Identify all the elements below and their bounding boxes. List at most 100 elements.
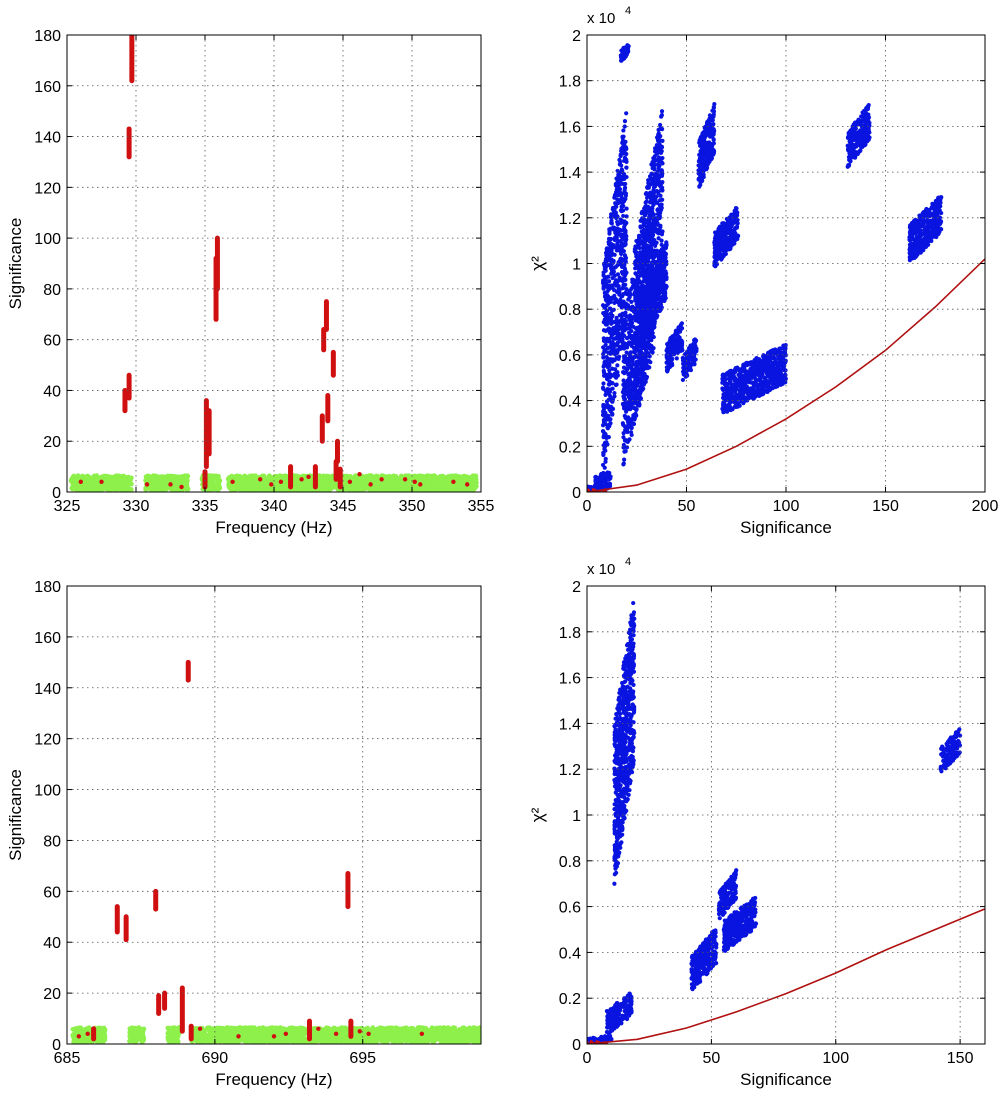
chi2-point: [608, 306, 613, 311]
chi2-point: [627, 325, 633, 330]
chi2-point: [650, 159, 655, 165]
chi2-point: [610, 313, 615, 318]
chi2-point: [609, 252, 614, 258]
chi2-point: [649, 181, 654, 186]
y-tick-label: 40: [43, 383, 61, 400]
chi2-point: [607, 345, 612, 350]
chi2-point: [638, 292, 643, 298]
panel-frequency-significance-top: 325 330 335 340 345 350 3550204060801001201401…: [6, 28, 494, 537]
chi2-point: [641, 220, 646, 226]
chi2-point: [621, 276, 626, 281]
y-tick-label: 80: [43, 282, 61, 299]
chi2-point: [659, 114, 664, 119]
chi2-point: [640, 233, 645, 239]
chi2-point: [615, 219, 620, 225]
chi2-point: [603, 281, 608, 286]
chi2-point: [610, 411, 615, 416]
candidate-point: [78, 479, 84, 485]
chi2-point: [644, 350, 649, 355]
chi2-point: [638, 224, 643, 229]
chi2-point: [659, 126, 664, 131]
chi2-point: [603, 250, 609, 255]
chi2-point: [646, 255, 651, 261]
chi2-point: [618, 197, 623, 202]
y-tick-label: 140: [34, 130, 61, 147]
chi2-point: [622, 424, 627, 429]
chi2-point: [607, 283, 613, 288]
chi2-point: [605, 374, 610, 379]
chi2-point: [624, 165, 629, 170]
chi2-point: [596, 475, 601, 480]
chi2-point: [638, 300, 643, 306]
chi2-point: [634, 250, 639, 255]
chi2-point: [622, 333, 627, 338]
chi2-point: [656, 163, 661, 168]
chi2-point: [611, 245, 616, 250]
chi2-point: [626, 292, 631, 297]
chi2-point: [625, 429, 630, 435]
chi2-point: [604, 440, 609, 445]
chi2-point: [609, 342, 614, 347]
chi2-point: [612, 225, 617, 230]
chi2-point: [611, 346, 616, 351]
chi2-point: [647, 249, 652, 254]
chi2-point: [655, 207, 660, 213]
chi2-point: [654, 143, 659, 148]
chi2-point: [620, 138, 626, 143]
chi2-point: [640, 335, 645, 340]
chi2-point: [655, 176, 660, 181]
background-point: [348, 473, 353, 479]
chi2-point: [651, 164, 657, 169]
candidate-point: [402, 477, 408, 482]
chi2-point: [604, 298, 609, 304]
chi2-point: [604, 354, 609, 360]
chi2-point: [612, 195, 617, 200]
chi2-point: [610, 406, 616, 411]
chi2-point: [621, 382, 626, 387]
chi2-point: [602, 294, 608, 299]
candidate-point: [278, 479, 284, 485]
x-axis-label: Frequency (Hz): [215, 518, 332, 537]
chi2-point: [615, 179, 620, 184]
chi2-point: [622, 253, 628, 258]
chi2-point: [621, 199, 627, 204]
chi2-point: [622, 188, 627, 193]
chi2-point: [618, 244, 623, 249]
chi2-point: [628, 403, 633, 408]
chi2-point: [630, 357, 635, 362]
chi2-point: [613, 374, 619, 380]
chi2-point: [624, 358, 629, 363]
chi2-point: [651, 193, 656, 198]
x-tick-label: 355: [468, 498, 495, 515]
chi2-point: [606, 423, 611, 428]
chi2-point: [624, 206, 629, 211]
chi2-point: [611, 325, 616, 331]
background-point: [185, 487, 191, 492]
chi2-point: [628, 380, 633, 385]
y-axis-label: Significance: [6, 218, 25, 310]
x-tick-label: 340: [261, 498, 288, 515]
chi2-point: [622, 457, 627, 462]
chi2-point: [615, 262, 620, 268]
background-point: [473, 473, 479, 479]
chi2-point: [603, 342, 608, 347]
chi2-point: [659, 149, 664, 154]
background-point: [185, 474, 191, 479]
chi2-point: [605, 434, 610, 439]
chi2-point: [621, 435, 626, 440]
chi2-point: [605, 336, 610, 341]
chi2-point: [646, 192, 651, 197]
chi2-point: [652, 223, 657, 228]
chi2-point: [633, 349, 638, 354]
background-point: [129, 487, 134, 492]
chi2-point: [609, 213, 614, 218]
chi2-point: [625, 418, 630, 423]
chi2-point: [653, 243, 658, 248]
chi2-point: [624, 237, 629, 242]
background-point: [216, 474, 221, 479]
chi2-point: [609, 398, 614, 404]
chi2-point: [621, 326, 626, 331]
chi2-point: [623, 449, 628, 454]
data-layer: [68, 35, 479, 492]
background-point: [129, 481, 134, 487]
